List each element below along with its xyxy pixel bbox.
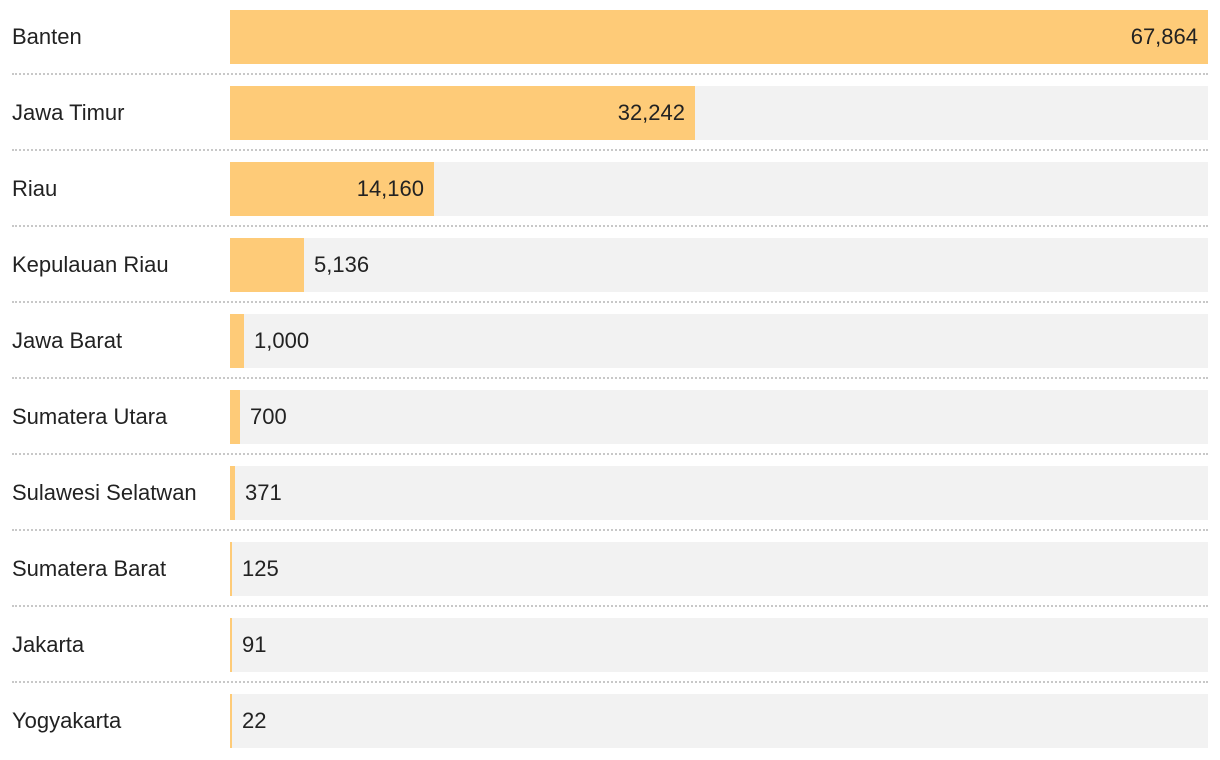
bar-value-label: 22 xyxy=(242,708,267,733)
chart-row: Sumatera Utara 700 xyxy=(0,380,1220,456)
bar xyxy=(230,618,232,672)
chart-row: Jawa Timur 32,242 xyxy=(0,76,1220,152)
bar-track: 67,864 xyxy=(230,10,1208,64)
chart-row: Kepulauan Riau 5,136 xyxy=(0,228,1220,304)
bar-track: 32,242 xyxy=(230,86,1208,140)
chart-row: Sumatera Barat 125 xyxy=(0,532,1220,608)
bar xyxy=(230,466,235,520)
bar-track: 14,160 xyxy=(230,162,1208,216)
category-label: Yogyakarta xyxy=(12,708,122,733)
bar xyxy=(230,314,244,368)
chart-row: Sulawesi Selatwan 371 xyxy=(0,456,1220,532)
bar xyxy=(230,542,232,596)
category-label: Sumatera Barat xyxy=(12,556,167,581)
category-label: Banten xyxy=(12,24,82,49)
bar-value-label: 14,160 xyxy=(356,176,424,201)
bar xyxy=(230,162,434,216)
row-divider xyxy=(12,681,1208,683)
chart-row: Jawa Barat 1,000 xyxy=(0,304,1220,380)
bar xyxy=(230,238,304,292)
row-divider xyxy=(12,301,1208,303)
category-label: Jakarta xyxy=(12,632,85,657)
row-divider xyxy=(12,453,1208,455)
bar-value-label: 1,000 xyxy=(254,328,310,353)
bar-track: 125 xyxy=(230,542,1208,596)
bar xyxy=(230,390,240,444)
bar-value-label: 91 xyxy=(242,632,267,657)
category-label: Sumatera Utara xyxy=(12,404,168,429)
bar xyxy=(230,86,695,140)
bar-track: 371 xyxy=(230,466,1208,520)
bar-value-label: 67,864 xyxy=(1130,24,1198,49)
row-divider xyxy=(12,149,1208,151)
bar-track: 700 xyxy=(230,390,1208,444)
bar-track: 1,000 xyxy=(230,314,1208,368)
row-divider xyxy=(12,529,1208,531)
bar-track: 22 xyxy=(230,694,1208,748)
category-label: Riau xyxy=(12,176,58,201)
row-divider xyxy=(12,73,1208,75)
category-label: Jawa Timur xyxy=(12,100,125,125)
row-divider xyxy=(12,377,1208,379)
bar-value-label: 32,242 xyxy=(617,100,685,125)
chart-row: Banten 67,864 xyxy=(0,0,1220,76)
bar-track: 91 xyxy=(230,618,1208,672)
chart-row: Yogyakarta 22 xyxy=(0,684,1220,760)
row-divider xyxy=(12,225,1208,227)
bar-value-label: 5,136 xyxy=(314,252,370,277)
bar-value-label: 700 xyxy=(250,404,287,429)
bar-value-label: 371 xyxy=(245,480,282,505)
bar xyxy=(230,694,232,748)
chart-row: Jakarta 91 xyxy=(0,608,1220,684)
category-label: Kepulauan Riau xyxy=(12,252,169,277)
bar-value-label: 125 xyxy=(242,556,279,581)
bar-track: 5,136 xyxy=(230,238,1208,292)
chart-row: Riau 14,160 xyxy=(0,152,1220,228)
category-label: Sulawesi Selatwan xyxy=(12,480,197,505)
category-label: Jawa Barat xyxy=(12,328,123,353)
bar xyxy=(230,10,1208,64)
row-divider xyxy=(12,605,1208,607)
